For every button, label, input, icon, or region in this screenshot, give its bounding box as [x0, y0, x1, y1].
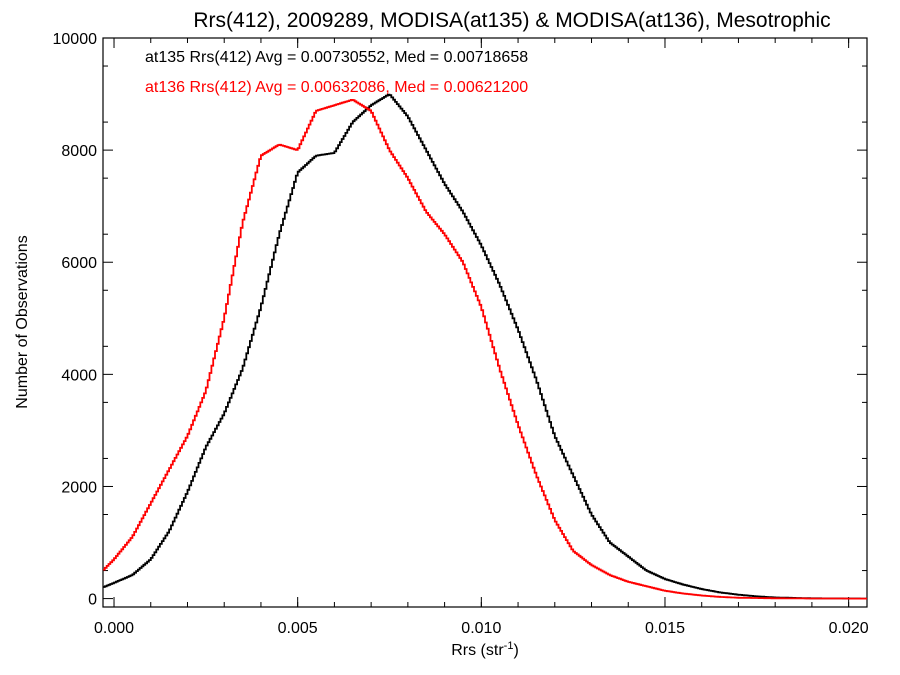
y-tick-label: 10000: [53, 31, 98, 48]
y-tick-label: 6000: [61, 255, 97, 272]
series-line-at136: [103, 99, 867, 600]
y-tick-label: 0: [88, 592, 97, 609]
legend-series-at136: at136 Rrs(412) Avg = 0.00632086, Med = 0…: [145, 79, 528, 96]
legend-series-at135: at135 Rrs(412) Avg = 0.00730552, Med = 0…: [145, 49, 528, 66]
x-tick-label: 0.015: [645, 620, 685, 637]
y-tick-label: 2000: [61, 479, 97, 496]
x-axis-label-superscript: -1: [504, 640, 514, 652]
y-tick-label: 4000: [61, 367, 97, 384]
x-axis: 0.000 0.005 0.010 0.015 0.020: [94, 38, 869, 637]
y-tick-label: 8000: [61, 143, 97, 160]
y-axis-label: Number of Observations: [14, 235, 31, 408]
plot-area-frame: [102, 37, 868, 608]
chart-title: Rrs(412), 2009289, MODISA(at135) & MODIS…: [193, 9, 830, 32]
x-axis-label: Rrs (str-1): [451, 640, 519, 659]
x-tick-label: 0.000: [94, 620, 134, 637]
x-axis-label-main: Rrs (str: [451, 642, 504, 659]
series-layer: [103, 93, 867, 600]
x-axis-label-close: ): [513, 642, 518, 659]
x-tick-label: 0.010: [461, 620, 501, 637]
y-axis: 0 2000 4000 6000 8000 10000: [53, 31, 867, 609]
x-tick-label: 0.020: [829, 620, 869, 637]
x-tick-label: 0.005: [278, 620, 318, 637]
series-line-at135: [103, 93, 867, 600]
